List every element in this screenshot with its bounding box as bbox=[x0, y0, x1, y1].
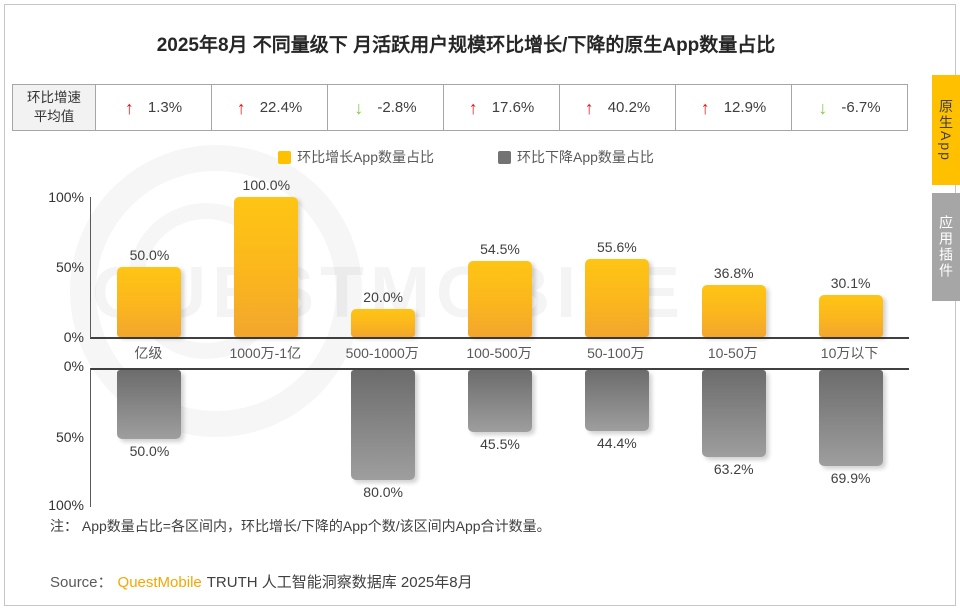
legend-swatch-icon bbox=[498, 150, 511, 164]
legend-item: 环比增长App数量占比 bbox=[278, 147, 434, 167]
chart-column: 69.9% bbox=[792, 370, 909, 507]
stat-cell: ↑ 22.4% bbox=[212, 85, 328, 130]
growth-value-label: 100.0% bbox=[242, 177, 291, 193]
up-arrow-icon: ↑ bbox=[236, 97, 246, 118]
category-label: 500-1000万 bbox=[345, 345, 419, 361]
chart-column: 50.0% bbox=[91, 370, 208, 507]
chart-legend: 环比增长App数量占比 环比下降App数量占比 bbox=[0, 147, 932, 167]
decline-bar bbox=[468, 370, 532, 432]
chart-column: 45.5% bbox=[442, 370, 559, 507]
stat-cell: ↓ -2.8% bbox=[328, 85, 444, 130]
stat-value: 22.4% bbox=[259, 99, 303, 116]
chart-column: 100.0% bbox=[208, 177, 325, 337]
footnote: 注： App数量占比=各区间内，环比增长/下降的App个数/该区间内App合计数… bbox=[50, 518, 551, 534]
category-label: 1000万-1亿 bbox=[229, 345, 302, 361]
stat-value: -6.7% bbox=[841, 99, 881, 116]
chart-column: 63.2% bbox=[675, 370, 792, 507]
legend-item: 环比下降App数量占比 bbox=[498, 147, 654, 167]
legend-label: 环比增长App数量占比 bbox=[297, 149, 434, 165]
stat-value: -2.8% bbox=[377, 99, 417, 116]
source-line: Source： QuestMobile TRUTH 人工智能洞察数据库 2025年8… bbox=[50, 571, 473, 592]
chart-column: 80.0% bbox=[325, 370, 442, 507]
up-arrow-icon: ↑ bbox=[124, 97, 134, 118]
growth-value-label: 36.8% bbox=[713, 265, 754, 281]
decline-value-label: 50.0% bbox=[129, 443, 170, 459]
ytick-bottom-0: 0% bbox=[63, 358, 84, 374]
growth-value-label: 54.5% bbox=[480, 241, 520, 257]
decline-value-label: 44.4% bbox=[597, 435, 637, 451]
growth-value-label: 50.0% bbox=[129, 247, 170, 263]
page-title: 2025年8月 不同量级下 月活跃用户规模环比增长/下降的原生App数量占比 bbox=[156, 35, 776, 56]
stats-header-line2: 平均值 bbox=[33, 108, 75, 124]
chart-column: 30.1% bbox=[792, 197, 909, 337]
growth-bar bbox=[701, 285, 766, 337]
growth-value-label: 55.6% bbox=[597, 239, 637, 255]
stats-header-line1: 环比增速 bbox=[27, 90, 81, 106]
category-label: 亿级 bbox=[134, 345, 163, 361]
ytick-top-0: 0% bbox=[63, 329, 84, 345]
category-label: 100-500万 bbox=[466, 345, 532, 361]
chart-column: 54.5% bbox=[442, 197, 559, 337]
stat-cell: ↓ -6.7% bbox=[792, 85, 907, 130]
down-arrow-icon: ↓ bbox=[354, 97, 364, 118]
decline-bar bbox=[701, 370, 766, 457]
chart-column: 44.4% bbox=[558, 370, 675, 507]
growth-bar bbox=[234, 197, 299, 337]
ytick-top-50: 50% bbox=[55, 259, 84, 275]
chart-column: 20.0% bbox=[325, 197, 442, 337]
down-arrow-icon: ↓ bbox=[818, 97, 828, 118]
growth-bar bbox=[584, 259, 649, 337]
growth-value-label: 30.1% bbox=[830, 275, 871, 291]
category-label: 10万以下 bbox=[820, 345, 879, 361]
up-arrow-icon: ↑ bbox=[468, 97, 478, 118]
decline-value-label: 63.2% bbox=[713, 461, 754, 477]
category-label: 10-50万 bbox=[707, 345, 758, 361]
ytick-bottom-50: 50% bbox=[55, 429, 84, 445]
decline-bar bbox=[351, 370, 416, 480]
legend-swatch-icon bbox=[278, 150, 292, 164]
decline-bar-chart: 50.0% 80.0% 45.5% 44.4% 63.2% 69.9% bbox=[90, 368, 909, 507]
chart-column: 55.6% bbox=[558, 197, 675, 337]
stat-value: 40.2% bbox=[607, 99, 651, 116]
stat-value: 12.9% bbox=[723, 99, 767, 116]
stats-header: 环比增速 平均值 bbox=[13, 85, 96, 130]
up-arrow-icon: ↑ bbox=[700, 97, 710, 118]
growth-bar-chart: 50.0% 100.0% 20.0% 54.5% 55.6% 36.8% 30.1% bbox=[90, 177, 909, 339]
stat-value: 1.3% bbox=[147, 99, 183, 116]
growth-bar bbox=[351, 309, 416, 337]
growth-bar bbox=[117, 267, 182, 337]
growth-value-label: 20.0% bbox=[363, 289, 403, 305]
decline-value-label: 80.0% bbox=[363, 484, 403, 500]
decline-bar bbox=[584, 370, 649, 431]
growth-bar bbox=[468, 261, 532, 337]
ytick-top-100: 100% bbox=[48, 189, 84, 205]
source-text: TRUTH 人工智能洞察数据库 2025年8月 bbox=[206, 574, 473, 591]
up-arrow-icon: ↑ bbox=[584, 97, 594, 118]
stat-cell: ↑ 40.2% bbox=[560, 85, 676, 130]
legend-label: 环比下降App数量占比 bbox=[517, 149, 654, 165]
stat-cell: ↑ 1.3% bbox=[96, 85, 212, 130]
ytick-bottom-100: 100% bbox=[48, 497, 84, 513]
tab-app-plugin[interactable]: 应用插件 bbox=[932, 193, 960, 301]
stat-cell: ↑ 12.9% bbox=[676, 85, 792, 130]
chart-column: 36.8% bbox=[675, 197, 792, 337]
stat-cell: ↑ 17.6% bbox=[444, 85, 560, 130]
category-label: 50-100万 bbox=[587, 345, 645, 361]
chart-column bbox=[208, 370, 325, 507]
decline-value-label: 45.5% bbox=[480, 436, 520, 452]
tab-native-app[interactable]: 原生App bbox=[932, 75, 960, 185]
growth-bar bbox=[818, 295, 883, 337]
decline-bar bbox=[117, 370, 182, 439]
source-label: Source： bbox=[50, 574, 113, 591]
decline-value-label: 69.9% bbox=[830, 470, 871, 486]
stats-row: 环比增速 平均值 ↑ 1.3% ↑ 22.4% ↓ -2.8% ↑ 17.6% ↑ 40.2% ↑ 1… bbox=[12, 84, 908, 131]
stat-value: 17.6% bbox=[491, 99, 535, 116]
category-axis: 亿级 1000万-1亿 500-1000万 100-500万 50-100万 10-50万… bbox=[90, 343, 908, 363]
chart-column: 50.0% bbox=[91, 197, 208, 337]
questmobile-brand: QuestMobile bbox=[117, 574, 202, 591]
decline-bar bbox=[818, 370, 883, 466]
